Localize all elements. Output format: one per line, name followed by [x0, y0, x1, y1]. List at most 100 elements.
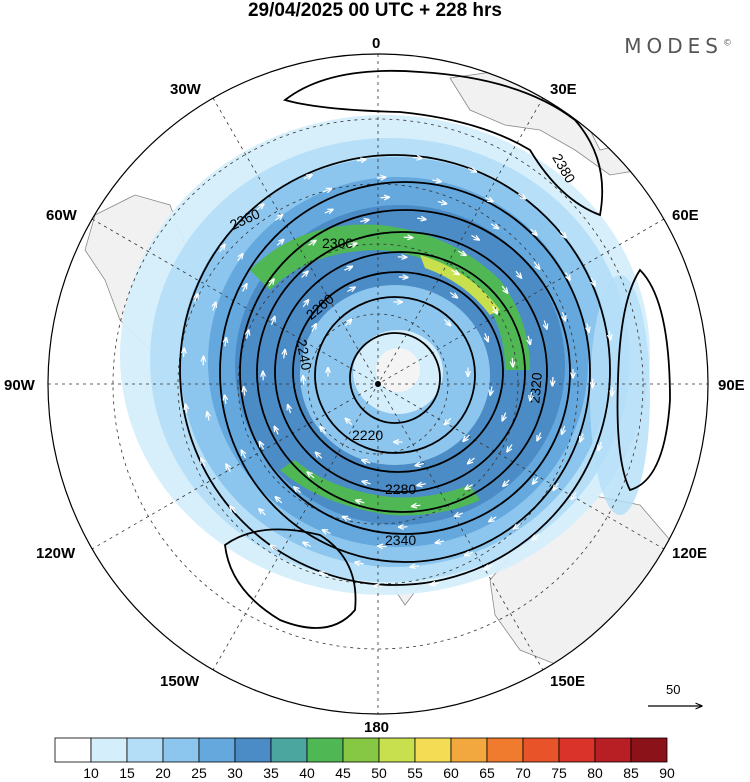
- wind-vector-arrow: [345, 418, 353, 426]
- contour-label-2240: 2240: [294, 338, 315, 372]
- wind-vector-arrow: [463, 434, 470, 441]
- wind-vector-arrow: [284, 349, 285, 359]
- colorbar-tick-label: 30: [227, 765, 243, 781]
- wind-vector-arrow: [465, 485, 473, 490]
- wind-vector-arrow: [230, 506, 237, 514]
- wind-vector-arrow: [417, 218, 426, 219]
- colorbar-swatch: [630, 737, 668, 763]
- contour-2360: [179, 154, 611, 586]
- lon-label-0: 0: [372, 35, 380, 52]
- colorbar-swatch: [522, 737, 560, 763]
- wind-vector-arrow: [471, 236, 480, 241]
- lon-label-90w: 90W: [4, 377, 36, 394]
- jet-core-south: [280, 460, 480, 516]
- wind-vector-arrow: [410, 566, 420, 567]
- colorbar-tick-label: 25: [191, 765, 207, 781]
- wind-vector-arrow: [322, 189, 331, 192]
- wind-vector-arrow: [195, 294, 198, 303]
- contour-label-2320: 2320: [526, 371, 545, 404]
- wind-vector-arrow: [247, 330, 249, 339]
- wind-vector-arrow: [302, 300, 308, 308]
- contour-label-2280: 2280: [385, 481, 416, 497]
- wind-vector-arrow: [360, 220, 369, 222]
- wind-vector-arrow: [268, 279, 274, 287]
- colorbar-tick-label: 50: [371, 765, 387, 781]
- wind-vector-arrow: [609, 330, 611, 340]
- wind-vector-arrow: [587, 323, 589, 333]
- lon-label-90e: 90E: [718, 377, 745, 394]
- wind-vector-arrow: [457, 251, 466, 255]
- wind-vector-arrow: [598, 441, 601, 450]
- colorbar: 10 15 20 25 30 35 40 45 50 55 60 65 70 75 80 85 90: [54, 737, 675, 781]
- wind-vector-arrow: [451, 270, 459, 275]
- wind-vector-arrow: [303, 376, 304, 385]
- colorbar-swatch: [594, 737, 632, 763]
- wind-vector-arrow: [566, 272, 571, 280]
- lon-label-120e: 120E: [672, 545, 707, 562]
- lon-label-30w: 30W: [170, 81, 202, 98]
- contour-2340: [219, 181, 591, 563]
- wind-vector-arrow: [612, 387, 613, 396]
- wind-vector-arrow: [465, 552, 474, 555]
- jet-core-north: [250, 224, 530, 370]
- wind-vector-arrow: [243, 284, 247, 292]
- wind-vector-arrow: [342, 517, 352, 520]
- wind-vector-arrow: [362, 481, 371, 484]
- wind-vector-arrow: [303, 542, 312, 546]
- wind-vector-arrow: [468, 457, 475, 464]
- brand-logo: MODES©: [624, 34, 732, 58]
- wind-vector-arrow: [288, 405, 291, 414]
- wind-vector-arrow: [559, 230, 566, 238]
- wind-vector-arrow: [489, 516, 497, 522]
- contour-label-2300: 2300: [322, 235, 353, 251]
- wind-vector-arrow: [501, 285, 508, 293]
- wind-vector-arrow: [485, 333, 488, 341]
- map-boundary: [47, 53, 709, 715]
- wind-vector-arrow: [449, 292, 457, 298]
- lon-label-120w: 120W: [36, 545, 76, 562]
- wind-vector-arrow: [413, 158, 422, 159]
- wind-vector-arrow: [275, 215, 282, 221]
- lon-label-150e: 150E: [550, 673, 585, 690]
- wind-vector-arrow: [241, 450, 245, 459]
- colorbar-tick-label: 15: [119, 765, 135, 781]
- wind-vector-arrow: [294, 487, 302, 494]
- wind-vector-arrow: [203, 356, 204, 366]
- lon-label-60w: 60W: [46, 207, 78, 224]
- wind-vector-arrow: [490, 386, 492, 396]
- contour-2380-east: [616, 268, 671, 492]
- wind-shade-calm: [376, 348, 420, 392]
- copyright-mark: ©: [723, 38, 732, 49]
- colorbar-tick-label: 65: [479, 765, 495, 781]
- wind-vector-arrow: [417, 484, 426, 486]
- wind-vector-arrow: [454, 513, 463, 517]
- colorbar-swatch: [342, 737, 380, 763]
- wind-vector-arrow: [272, 316, 275, 326]
- contour-2220: [349, 332, 441, 424]
- wind-vector-arrow: [537, 432, 541, 441]
- contour-2300: [256, 231, 548, 513]
- wind-vector-arrow: [270, 545, 279, 551]
- colorbar-tick-label: 70: [515, 765, 531, 781]
- wind-vector-arrow: [517, 193, 525, 199]
- wind-vector-arrow: [437, 202, 447, 204]
- wind-vector-arrow: [374, 586, 383, 587]
- wind-vector-arrow: [237, 254, 243, 262]
- wind-vector-arrow: [430, 583, 440, 585]
- wind-vector-arrow: [435, 541, 445, 543]
- colorbar-swatch: [162, 737, 200, 763]
- wind-vector-arrow: [398, 277, 408, 278]
- wind-vector-arrow: [185, 404, 187, 414]
- wind-vector-arrow: [324, 209, 333, 213]
- wind-vector-arrow: [552, 376, 553, 386]
- wind-vector-arrow: [507, 444, 513, 452]
- contour-2240: [314, 296, 476, 454]
- wind-vector-arrow: [444, 417, 452, 424]
- wind-vector-arrow: [312, 324, 316, 332]
- wind-vector-arrow: [562, 425, 565, 435]
- wind-vector-arrow: [276, 239, 284, 246]
- longitude-labels: 0 180 90W 90E 30W 30E 60W 60E 120W 120E …: [4, 35, 745, 736]
- colorbar-tick-label: 60: [443, 765, 459, 781]
- wind-vector-arrow: [219, 244, 225, 253]
- colorbar-swatch: [486, 737, 524, 763]
